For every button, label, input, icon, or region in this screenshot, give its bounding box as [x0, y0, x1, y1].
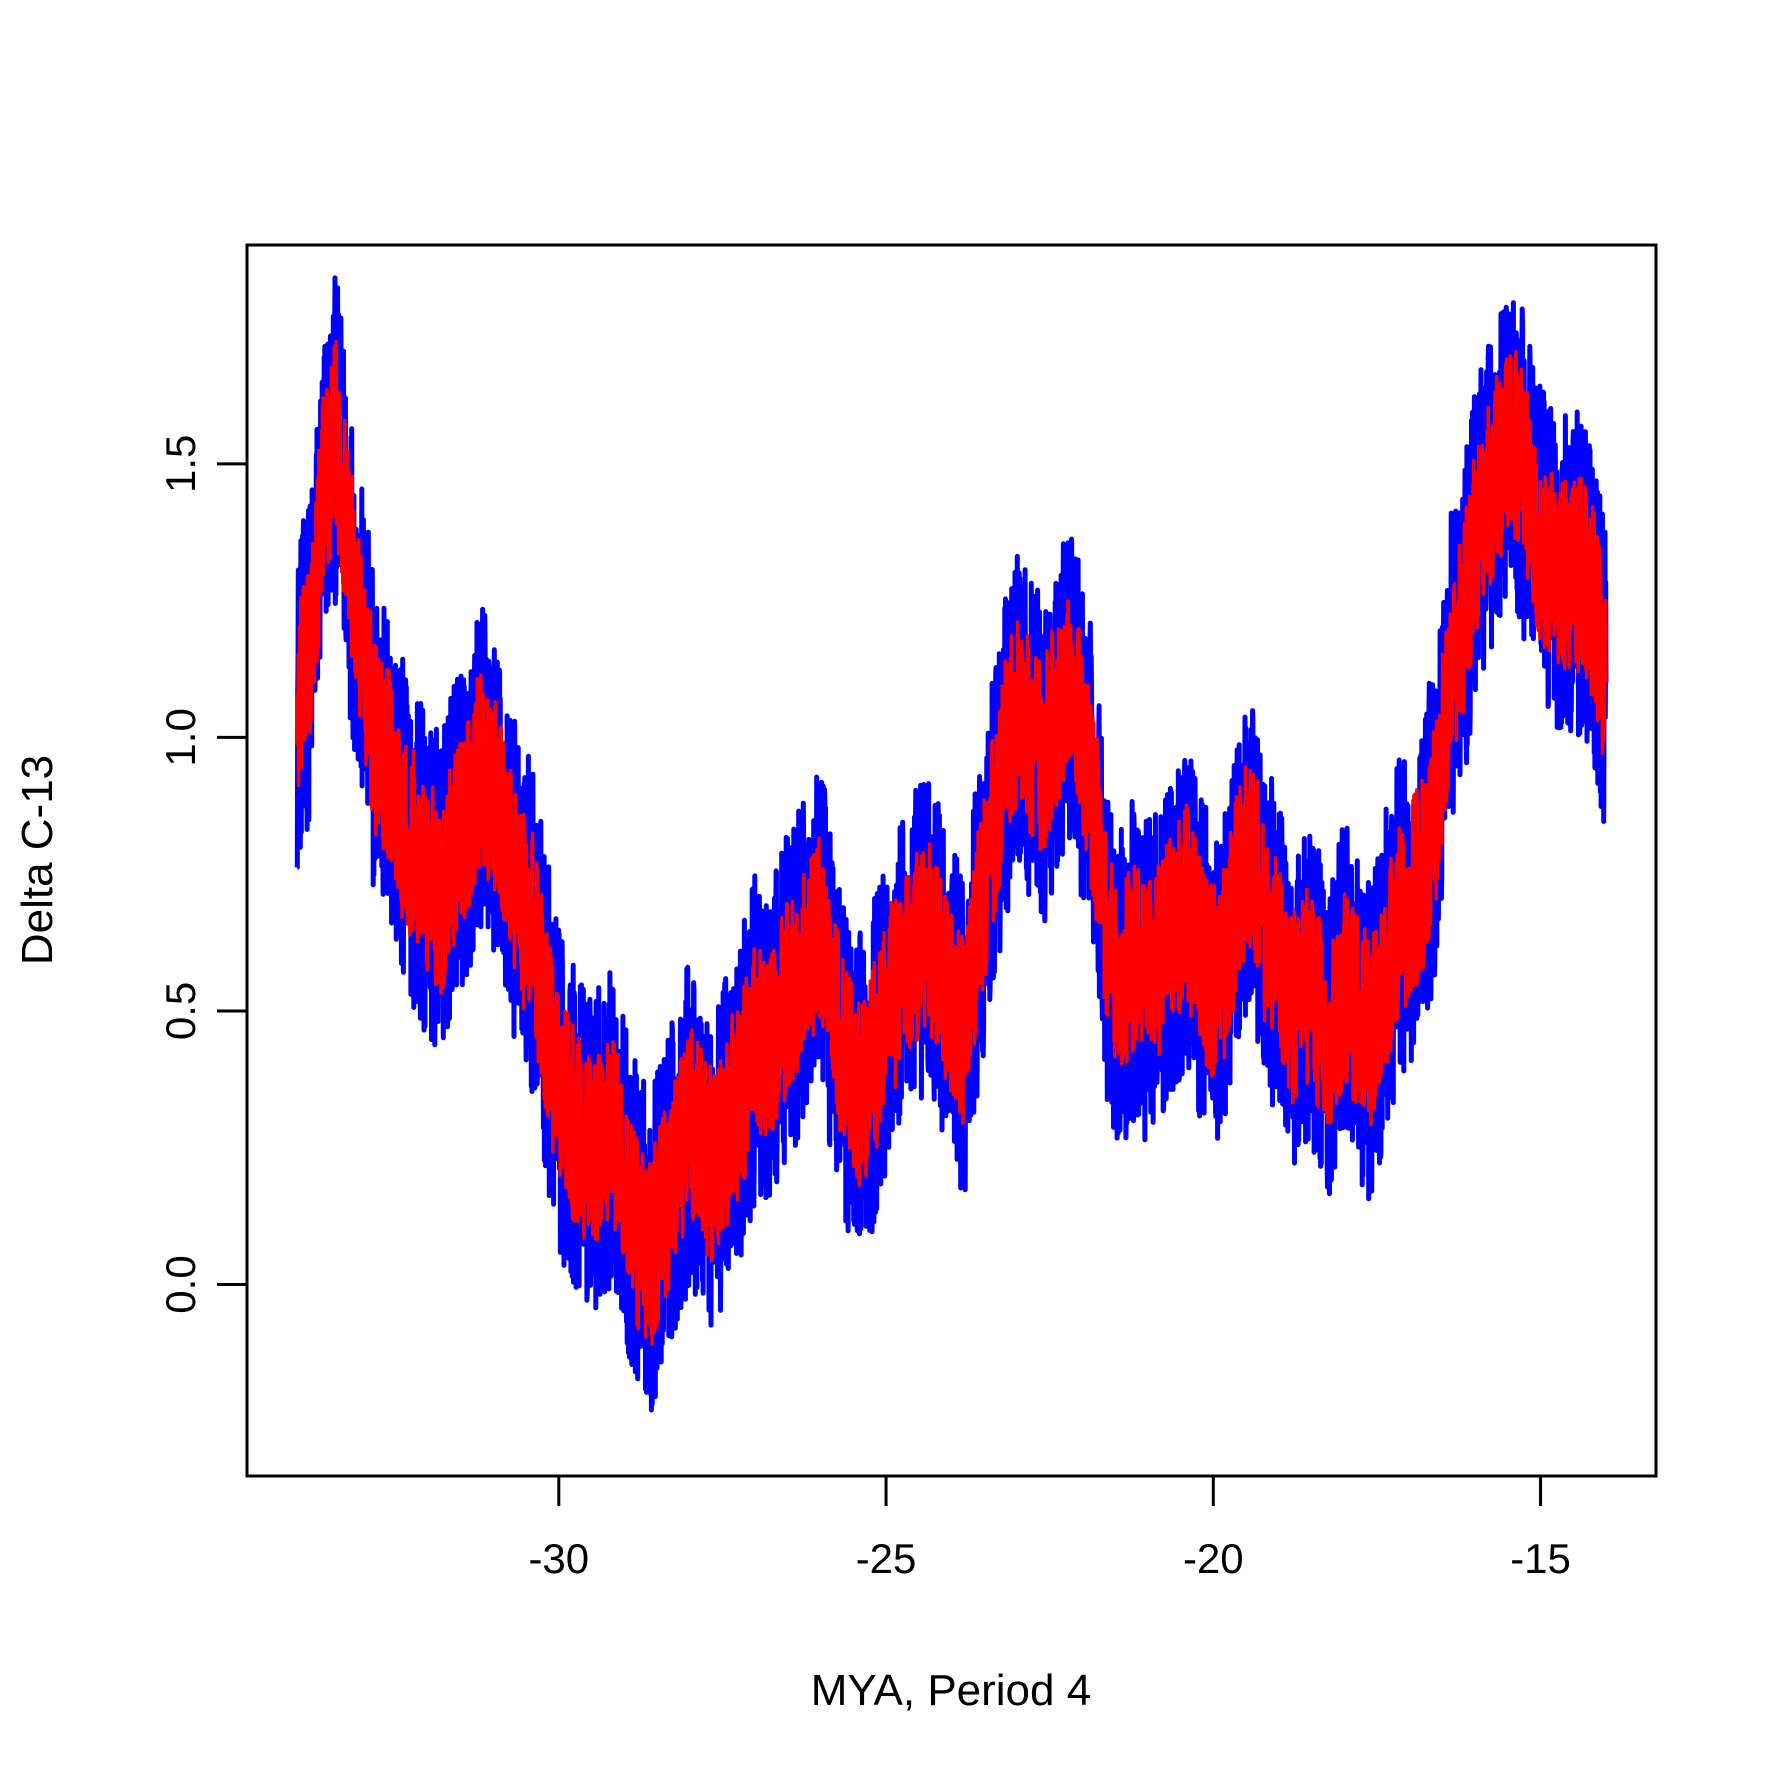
y-axis: 0.0 0.5 1.0 1.5 — [157, 435, 247, 1314]
y-tick-label: 0.0 — [157, 1255, 204, 1313]
y-tick-label: 1.5 — [157, 435, 204, 493]
x-tick-label: -30 — [528, 1535, 589, 1582]
y-axis-label: Delta C-13 — [13, 755, 62, 965]
x-axis-label: MYA, Period 4 — [811, 1666, 1091, 1715]
series-layer — [294, 275, 1609, 1413]
series-line-2 — [295, 340, 1608, 1346]
x-tick-label: -20 — [1183, 1535, 1244, 1582]
y-tick-label: 1.0 — [157, 708, 204, 766]
x-tick-label: -25 — [856, 1535, 917, 1582]
y-tick-label: 0.5 — [157, 982, 204, 1040]
x-tick-label: -15 — [1510, 1535, 1571, 1582]
x-axis: -30 -25 -20 -15 — [528, 1474, 1571, 1582]
